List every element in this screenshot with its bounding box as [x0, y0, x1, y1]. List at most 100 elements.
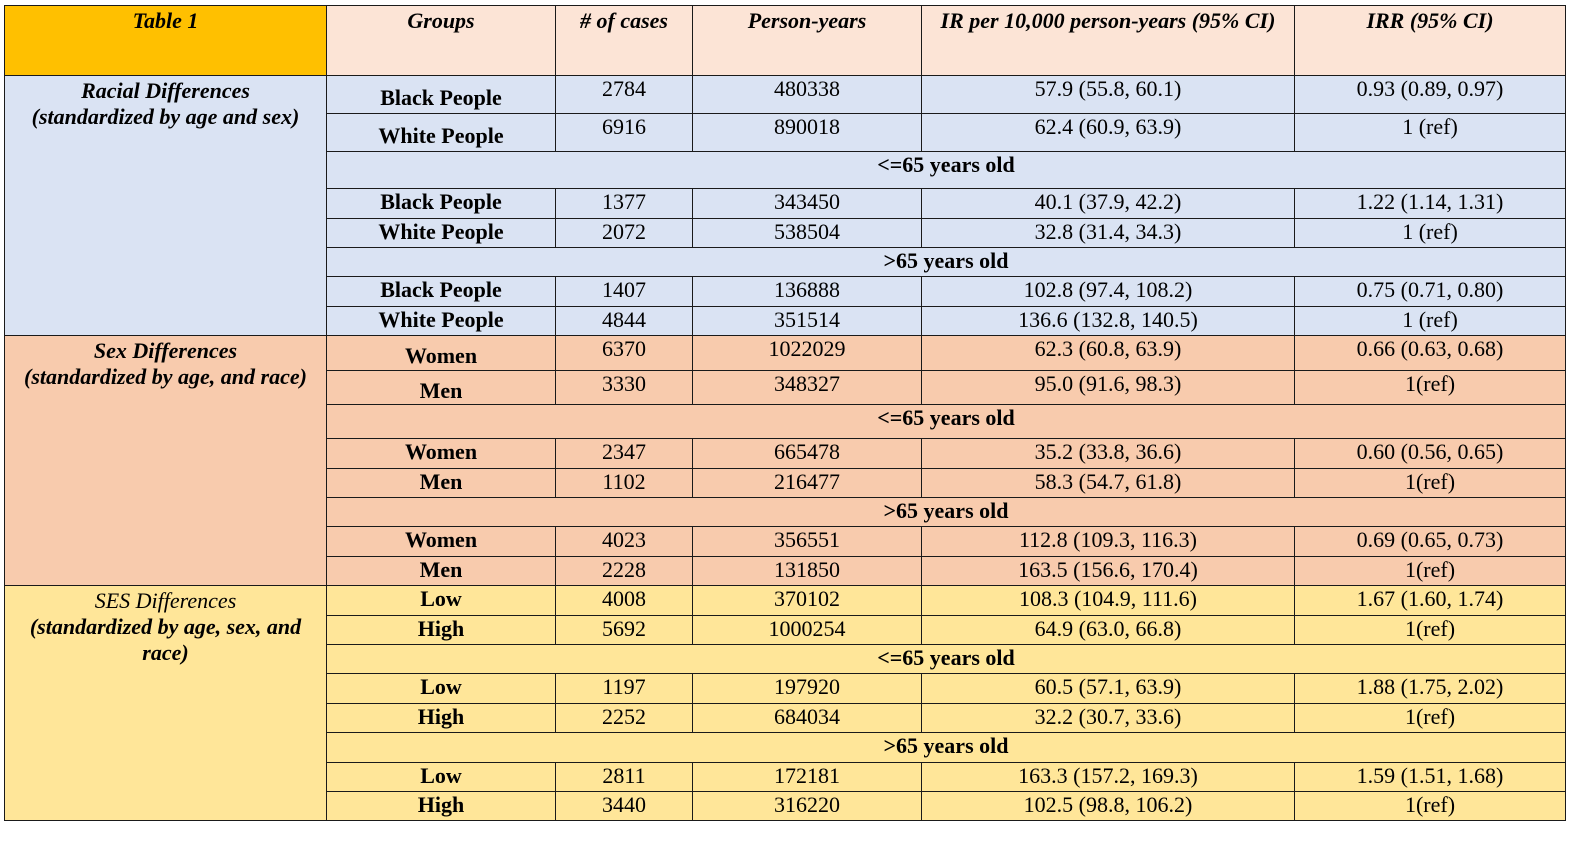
ir-cell: 62.4 (60.9, 63.9) — [921, 113, 1295, 152]
group-name: Men — [326, 556, 556, 586]
table-row: High 5692 1000254 64.9 (63.0, 66.8) 1(re… — [5, 615, 1566, 645]
cases-cell: 1407 — [555, 276, 693, 307]
person-years-cell: 665478 — [692, 438, 922, 469]
group-name: Black People — [326, 276, 556, 307]
irr-cell: 0.93 (0.89, 0.97) — [1294, 75, 1566, 114]
irr-cell: 1(ref) — [1294, 370, 1566, 405]
header-person-years: Person-years — [692, 5, 922, 76]
ir-cell: 57.9 (55.8, 60.1) — [921, 75, 1295, 114]
group-name: Women — [326, 335, 556, 371]
age-group-label: >65 years old — [326, 497, 1566, 527]
section-racial: Racial Differences (standardized by age … — [4, 75, 1566, 336]
ir-cell: 108.3 (104.9, 111.6) — [921, 585, 1295, 616]
cases-cell: 2072 — [555, 218, 693, 248]
group-name: Women — [326, 526, 556, 557]
irr-cell: 1.67 (1.60, 1.74) — [1294, 585, 1566, 616]
ir-cell: 163.3 (157.2, 169.3) — [921, 762, 1295, 792]
table-row: Men 1102 216477 58.3 (54.7, 61.8) 1(ref) — [5, 468, 1566, 498]
table-row: Racial Differences (standardized by age … — [4, 75, 1566, 336]
age-subheader: <=65 years old — [5, 644, 1566, 674]
irr-cell: 1(ref) — [1294, 556, 1566, 586]
cases-cell: 2228 — [555, 556, 693, 586]
group-name: White People — [326, 306, 556, 336]
age-group-label: <=65 years old — [326, 151, 1566, 189]
ir-cell: 32.2 (30.7, 33.6) — [921, 703, 1295, 733]
header-ir: IR per 10,000 person-years (95% CI) — [921, 5, 1295, 76]
group-name: High — [326, 615, 556, 645]
irr-cell: 1.59 (1.51, 1.68) — [1294, 762, 1566, 792]
irr-cell: 1.22 (1.14, 1.31) — [1294, 188, 1566, 219]
cases-cell: 1197 — [555, 673, 693, 704]
person-years-cell: 343450 — [692, 188, 922, 219]
incidence-table: Table 1 Groups # of cases Person-years I… — [4, 5, 1566, 821]
group-name: Black People — [326, 188, 556, 219]
age-group-label: <=65 years old — [326, 404, 1566, 439]
irr-cell: 1 (ref) — [1294, 113, 1566, 152]
ir-cell: 112.8 (109.3, 116.3) — [921, 526, 1295, 557]
group-name: Low — [326, 585, 556, 616]
cases-cell: 3440 — [555, 791, 693, 821]
ir-cell: 64.9 (63.0, 66.8) — [921, 615, 1295, 645]
person-years-cell: 1022029 — [692, 335, 922, 371]
group-name: Men — [326, 370, 556, 405]
age-group-label: >65 years old — [326, 732, 1566, 763]
ir-cell: 40.1 (37.9, 42.2) — [921, 188, 1295, 219]
cases-cell: 1102 — [555, 468, 693, 498]
header-groups: Groups — [326, 5, 556, 76]
ir-cell: 102.8 (97.4, 108.2) — [921, 276, 1295, 307]
irr-cell: 1 (ref) — [1294, 218, 1566, 248]
group-name: High — [326, 791, 556, 821]
person-years-cell: 197920 — [692, 673, 922, 704]
person-years-cell: 348327 — [692, 370, 922, 405]
header-cases: # of cases — [555, 5, 693, 76]
irr-cell: 0.66 (0.63, 0.68) — [1294, 335, 1566, 371]
cases-cell: 6370 — [555, 335, 693, 371]
cases-cell: 2252 — [555, 703, 693, 733]
irr-cell: 0.69 (0.65, 0.73) — [1294, 526, 1566, 557]
person-years-cell: 356551 — [692, 526, 922, 557]
table-row: Sex Differences (standardized by age, an… — [4, 335, 1566, 586]
group-name: Low — [326, 673, 556, 704]
group-name: Low — [326, 762, 556, 792]
ir-cell: 58.3 (54.7, 61.8) — [921, 468, 1295, 498]
cases-cell: 2811 — [555, 762, 693, 792]
person-years-cell: 1000254 — [692, 615, 922, 645]
irr-cell: 1(ref) — [1294, 791, 1566, 821]
table-row: Low 1197 197920 60.5 (57.1, 63.9) 1.88 (… — [5, 673, 1566, 704]
irr-cell: 1.88 (1.75, 2.02) — [1294, 673, 1566, 704]
cases-cell: 5692 — [555, 615, 693, 645]
table-row: SES Differences (standardized by age, se… — [4, 585, 1566, 821]
group-name: Women — [326, 438, 556, 469]
irr-cell: 1 (ref) — [1294, 306, 1566, 336]
ir-cell: 136.6 (132.8, 140.5) — [921, 306, 1295, 336]
person-years-cell: 684034 — [692, 703, 922, 733]
person-years-cell: 480338 — [692, 75, 922, 114]
person-years-cell: 370102 — [692, 585, 922, 616]
group-name: White People — [326, 113, 556, 152]
cases-cell: 2784 — [555, 75, 693, 114]
irr-cell: 1(ref) — [1294, 703, 1566, 733]
ir-cell: 62.3 (60.8, 63.9) — [921, 335, 1295, 371]
cases-cell: 4844 — [555, 306, 693, 336]
age-subheader: <=65 years old — [5, 404, 1566, 439]
table-row: Low 2811 172181 163.3 (157.2, 169.3) 1.5… — [5, 762, 1566, 792]
age-group-label: <=65 years old — [326, 644, 1566, 674]
ir-cell: 95.0 (91.6, 98.3) — [921, 370, 1295, 405]
cases-cell: 2347 — [555, 438, 693, 469]
ir-cell: 163.5 (156.6, 170.4) — [921, 556, 1295, 586]
age-subheader: <=65 years old — [5, 151, 1566, 189]
person-years-cell: 890018 — [692, 113, 922, 152]
table-row: Women 2347 665478 35.2 (33.8, 36.6) 0.60… — [5, 438, 1566, 469]
irr-cell: 0.60 (0.56, 0.65) — [1294, 438, 1566, 469]
cases-cell: 6916 — [555, 113, 693, 152]
table-row: White People 2072 538504 32.8 (31.4, 34.… — [5, 218, 1566, 248]
section-label: SES Differences (standardized by age, se… — [4, 585, 327, 821]
person-years-cell: 351514 — [692, 306, 922, 336]
age-subheader: >65 years old — [5, 247, 1566, 277]
irr-cell: 1(ref) — [1294, 615, 1566, 645]
person-years-cell: 316220 — [692, 791, 922, 821]
person-years-cell: 131850 — [692, 556, 922, 586]
age-subheader: >65 years old — [5, 732, 1566, 763]
age-group-label: >65 years old — [326, 247, 1566, 277]
table-row: White People 4844 351514 136.6 (132.8, 1… — [5, 306, 1566, 336]
